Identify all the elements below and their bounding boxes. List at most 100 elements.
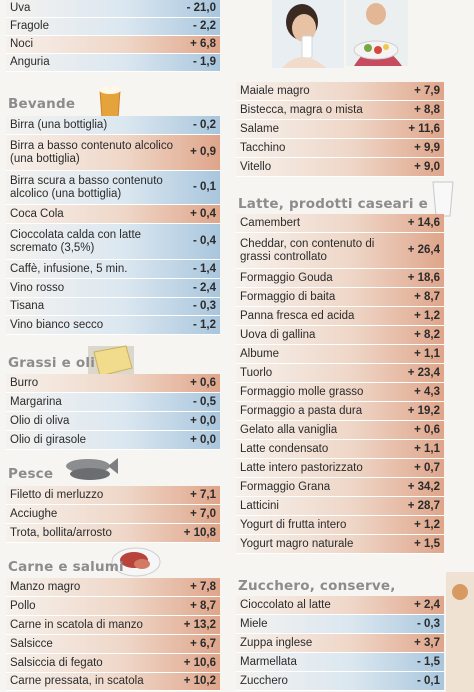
food-label: Pollo <box>10 599 36 612</box>
table-row: Uva - 21,0 <box>6 0 220 18</box>
section-title-carne: Carne e salumi <box>8 559 124 575</box>
table-row: Miele - 0,3 <box>236 615 444 634</box>
food-label: Carne in scatola di manzo <box>10 618 143 631</box>
table-row: Olio di oliva + 0,0 <box>6 412 220 431</box>
table-row: Formaggio Gouda + 18,6 <box>236 269 444 288</box>
table-row: Margarina - 0,5 <box>6 393 220 412</box>
food-value: + 0,0 <box>190 414 216 427</box>
food-value: + 19,2 <box>407 404 440 417</box>
food-value: + 0,7 <box>414 461 440 474</box>
food-value: - 21,0 <box>186 2 216 14</box>
food-value: + 23,4 <box>407 366 440 379</box>
food-value: + 0,4 <box>190 207 216 220</box>
food-label: Anguria <box>10 56 50 68</box>
food-value: + 2,4 <box>414 598 440 611</box>
food-value: + 7,8 <box>190 580 216 593</box>
table-row: Cioccolata calda con latte scremato (3,5… <box>6 224 220 260</box>
table-row: Camembert + 14,6 <box>236 214 444 233</box>
food-value: + 10,2 <box>183 675 216 687</box>
food-value: - 1,4 <box>192 262 216 275</box>
carne-cont-list: Maiale magro + 7,9 Bistecca, magra o mist… <box>236 82 444 177</box>
food-label: Margarina <box>10 395 62 408</box>
table-row: Tisana - 0,3 <box>6 298 220 316</box>
food-value: + 6,8 <box>190 38 216 50</box>
food-label: Cioccolata calda con latte scremato (3,5… <box>10 228 142 254</box>
table-row: Salsiccia di fegato + 10,6 <box>6 654 220 673</box>
table-row: Marmellata - 1,5 <box>236 653 444 672</box>
table-row: Albume + 1,1 <box>236 345 444 364</box>
food-value: - 0,1 <box>192 181 216 193</box>
food-value: + 10,6 <box>183 656 216 669</box>
table-row: Yogurt di frutta intero + 1,2 <box>236 516 444 535</box>
table-row: Caffè, infusione, 5 min. - 1,4 <box>6 260 220 279</box>
food-value: + 28,7 <box>407 499 440 512</box>
food-value: - 1,9 <box>192 56 216 68</box>
food-label: Formaggio molle grasso <box>240 385 364 398</box>
table-row: Panna fresca ed acida + 1,2 <box>236 307 444 326</box>
food-label: Gelato alla vaniglia <box>240 423 338 436</box>
table-row: Gelato alla vaniglia + 0,6 <box>236 421 444 440</box>
food-label: Caffè, infusione, 5 min. <box>10 262 128 275</box>
table-row: Uova di gallina + 8,2 <box>236 326 444 345</box>
meat-plate-icon <box>111 547 161 577</box>
food-value: - 0,3 <box>416 617 440 630</box>
food-label: Marmellata <box>240 655 297 668</box>
table-row: Salame + 11,6 <box>236 120 444 139</box>
food-label: Uova di gallina <box>240 328 316 341</box>
food-value: + 1,2 <box>414 309 440 322</box>
table-row: Salsicce + 6,7 <box>6 635 220 654</box>
food-value: + 7,1 <box>190 488 216 501</box>
food-value: + 34,2 <box>407 480 440 493</box>
table-row: Latte condensato + 1,1 <box>236 440 444 459</box>
table-row: Birra scura a basso contenuto alcolico (… <box>6 171 220 205</box>
food-label: Vino bianco secco <box>10 318 104 331</box>
table-row: Carne in scatola di manzo + 13,2 <box>6 616 220 635</box>
food-value: + 3,7 <box>414 636 440 649</box>
table-row: Zucchero - 0,1 <box>236 672 444 691</box>
food-value: - 2,4 <box>192 281 216 294</box>
fruit-list: Uva - 21,0 Fragole - 2,2 Noci + 6,8 Anguria… <box>6 0 220 72</box>
food-value: + 1,5 <box>414 537 440 550</box>
food-label: Albume <box>240 347 279 360</box>
table-row: Birra a basso contenuto alcolico (una bo… <box>6 135 220 171</box>
food-value: + 14,6 <box>407 216 440 229</box>
food-value: + 11,6 <box>408 122 440 135</box>
fish-icon <box>66 458 118 480</box>
food-label: Latticini <box>240 499 279 512</box>
food-label: Zucchero <box>240 674 288 687</box>
food-label: Salsiccia di fegato <box>10 656 103 669</box>
food-label: Miele <box>240 617 268 630</box>
table-row: Fragole - 2,2 <box>6 18 220 36</box>
food-label: Vitello <box>240 160 272 173</box>
food-label: Tisana <box>10 300 45 312</box>
milk-glass-icon <box>432 181 454 217</box>
food-value: + 8,2 <box>414 328 440 341</box>
food-label: Maiale magro <box>240 84 310 97</box>
photo-salad <box>346 0 408 66</box>
right-column: Maiale magro + 7,9 Bistecca, magra o mist… <box>236 82 444 691</box>
food-value: + 8,8 <box>414 103 440 116</box>
table-row: Vino rosso - 2,4 <box>6 279 220 298</box>
table-row: Latte intero pastorizzato + 0,7 <box>236 459 444 478</box>
food-label: Cheddar, con contenuto di grassi control… <box>240 237 375 263</box>
table-row: Anguria - 1,9 <box>6 54 220 72</box>
table-row: Carne pressata, in scatola + 10,2 <box>6 673 220 691</box>
food-label: Formaggio Grana <box>240 480 331 493</box>
food-value: + 8,7 <box>190 599 216 612</box>
food-label: Fragole <box>10 20 49 32</box>
food-value: + 7,9 <box>414 84 440 97</box>
candy-icon <box>446 572 474 692</box>
food-label: Noci <box>10 38 34 50</box>
table-row: Latticini + 28,7 <box>236 497 444 516</box>
food-label: Zuppa inglese <box>240 636 313 649</box>
food-value: - 1,5 <box>416 655 440 668</box>
food-label: Uva <box>10 2 31 14</box>
food-label: Manzo magro <box>10 580 81 593</box>
food-label: Burro <box>10 376 39 389</box>
food-label: Birra (una bottiglia) <box>10 118 108 131</box>
food-value: + 13,2 <box>183 618 216 631</box>
table-row: Cheddar, con contenuto di grassi control… <box>236 233 444 269</box>
section-title-bevande: Bevande <box>8 96 76 112</box>
food-value: + 7,0 <box>190 507 216 520</box>
food-value: - 0,2 <box>192 118 216 131</box>
